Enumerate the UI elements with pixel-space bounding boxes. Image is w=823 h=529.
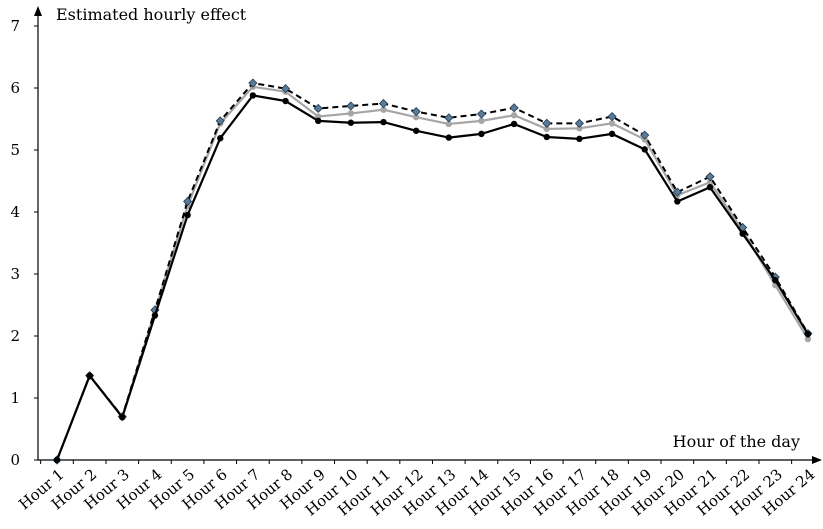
- series-layer: [52, 78, 813, 465]
- y-tick-label: 2: [10, 327, 20, 345]
- data-point: [411, 106, 421, 117]
- data-point: [641, 146, 648, 153]
- data-point: [378, 98, 389, 109]
- data-point: [478, 117, 485, 125]
- data-point: [672, 187, 682, 197]
- data-point: [380, 118, 387, 126]
- data-point: [183, 196, 193, 207]
- data-point: [804, 335, 812, 343]
- data-point: [478, 130, 485, 138]
- data-point: [607, 111, 617, 122]
- data-point: [280, 84, 291, 94]
- data-point: [542, 118, 552, 128]
- data-point: [445, 120, 452, 128]
- data-point: [510, 120, 518, 128]
- axes: [34, 6, 822, 464]
- series-line: [56, 82, 809, 461]
- data-point: [608, 130, 616, 138]
- y-axis-title: Estimated hourly effect: [56, 5, 247, 24]
- data-point: [510, 112, 518, 119]
- data-point: [576, 125, 583, 132]
- data-point: [543, 133, 550, 141]
- data-point: [739, 230, 746, 237]
- data-point: [445, 134, 452, 141]
- y-ticks: 0 1 2 3 4 5 6 7: [10, 17, 38, 469]
- data-point: [119, 414, 126, 421]
- data-point: [543, 125, 550, 133]
- data-point: [705, 172, 715, 182]
- x-axis-arrow: [812, 456, 822, 464]
- data-point: [608, 120, 616, 127]
- series-2: [53, 83, 812, 464]
- x-axis-title: Hour of the day: [673, 432, 800, 451]
- data-point: [217, 135, 224, 142]
- series-3: [53, 92, 812, 464]
- y-tick-label: 3: [10, 265, 20, 283]
- data-point: [574, 118, 584, 128]
- series-line: [55, 85, 809, 461]
- y-axis-arrow: [34, 6, 42, 16]
- y-tick-label: 6: [10, 79, 20, 97]
- data-point: [576, 135, 583, 143]
- data-point: [151, 312, 159, 319]
- data-point: [380, 106, 387, 113]
- data-point: [248, 78, 258, 88]
- y-tick-label: 0: [10, 451, 20, 469]
- data-point: [772, 277, 779, 284]
- data-point: [804, 330, 812, 338]
- data-point: [674, 198, 681, 205]
- data-point: [640, 130, 650, 140]
- data-point: [706, 184, 714, 191]
- data-point: [184, 211, 191, 219]
- data-point: [282, 97, 289, 105]
- data-point: [347, 119, 355, 126]
- data-point: [412, 113, 420, 121]
- y-tick-label: 7: [10, 17, 20, 35]
- data-point: [412, 127, 420, 134]
- y-tick-label: 5: [10, 141, 20, 159]
- series-line: [55, 94, 809, 461]
- data-point: [53, 456, 61, 464]
- y-tick-label: 4: [10, 203, 20, 221]
- data-point: [315, 117, 322, 125]
- data-point: [509, 103, 519, 113]
- data-point: [249, 92, 257, 99]
- y-tick-label: 1: [10, 389, 20, 407]
- data-point: [347, 110, 355, 117]
- data-point: [215, 116, 225, 126]
- data-point: [476, 109, 487, 119]
- series-1: [52, 78, 813, 465]
- data-point: [346, 101, 356, 111]
- data-point: [313, 103, 323, 114]
- data-point: [444, 113, 454, 123]
- data-point: [86, 372, 93, 379]
